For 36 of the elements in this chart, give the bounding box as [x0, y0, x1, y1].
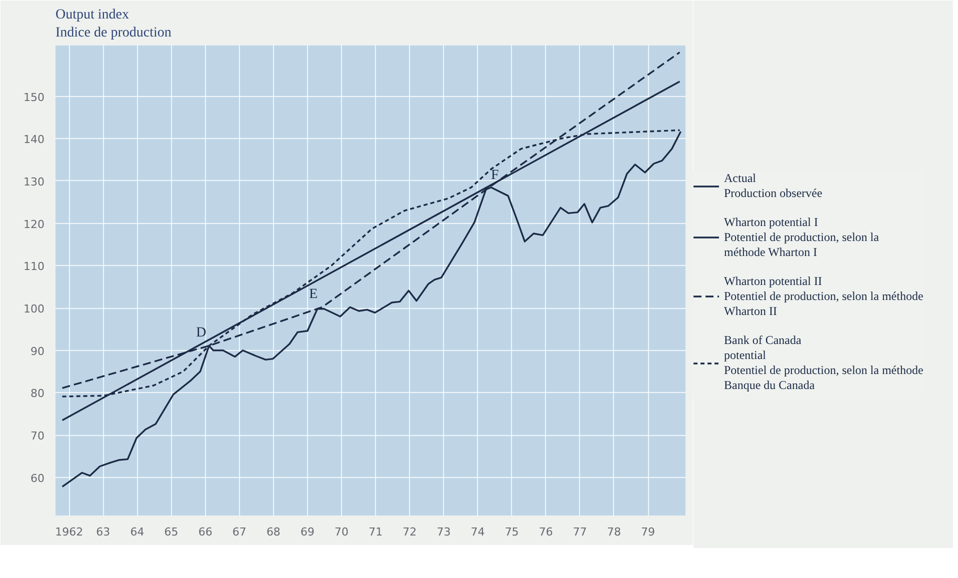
- y-tick-label: 60: [30, 472, 45, 485]
- x-tick-label: 68: [266, 526, 280, 538]
- y-tick-label: 120: [24, 218, 45, 231]
- x-tick-label: 75: [504, 526, 519, 538]
- y-tick-label: 140: [24, 133, 45, 146]
- x-tick-label: 1962: [55, 526, 84, 538]
- annotation: E: [309, 287, 318, 302]
- x-tick-label: 79: [641, 526, 656, 538]
- x-tick-label: 72: [402, 526, 417, 538]
- x-tick-label: 63: [96, 526, 110, 538]
- annotation: F: [490, 168, 499, 184]
- y-tick-label: 150: [24, 90, 45, 104]
- legend-label: Wharton potential I Potentiel de production, selon la méthode Wharton I: [724, 214, 879, 260]
- x-tick-label: 77: [572, 526, 587, 538]
- y-tick-label: 100: [24, 302, 45, 316]
- x-tick-label: 64: [130, 526, 144, 538]
- legend-label: Actual Production observée: [724, 170, 822, 200]
- y-tick-label: 110: [24, 260, 45, 274]
- x-tick-label: 78: [606, 526, 621, 538]
- x-tick-label: 71: [368, 526, 383, 538]
- legend-label: Wharton potential II Potentiel de production, selon la méthode Wharton II: [724, 274, 924, 318]
- y-tick-label: 90: [30, 344, 45, 358]
- y-axis-title: Output index Indice de production: [56, 8, 172, 40]
- y-tick-label: 130: [24, 175, 45, 188]
- y-tick-label: 70: [30, 430, 45, 443]
- x-tick-label: 73: [436, 526, 451, 538]
- x-tick-label: 65: [164, 526, 178, 538]
- y-tick-label: 80: [30, 387, 45, 400]
- legend-label: Bank of Canada potential Potentiel de production, selon la méthode Banque du Canada: [724, 332, 924, 392]
- x-tick-label: 66: [198, 526, 212, 538]
- x-tick-label: 76: [538, 526, 553, 538]
- x-tick-label: 70: [334, 526, 349, 538]
- x-tick-label: 74: [470, 526, 485, 538]
- x-tick-label: 69: [300, 526, 314, 538]
- x-tick-label: 67: [232, 526, 246, 538]
- annotation: D: [196, 326, 206, 341]
